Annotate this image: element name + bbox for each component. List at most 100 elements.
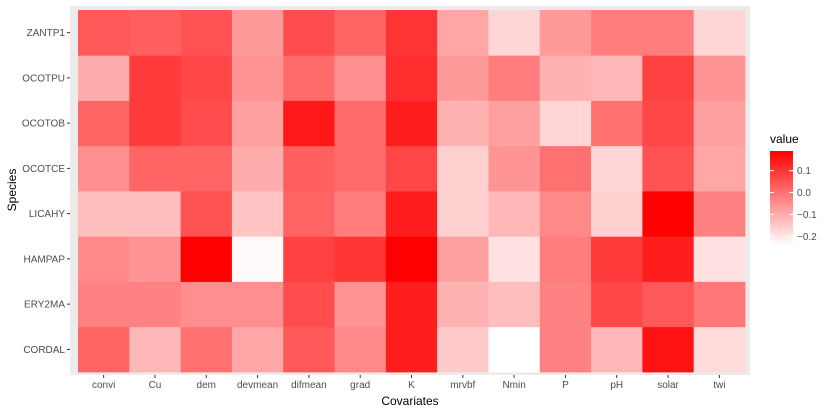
heatmap-cell-ery2ma-solar [642,281,695,328]
heatmap-cell-zantp1-k [385,10,438,56]
heatmap-cell-ocotce-cu [129,145,182,192]
heatmap-cell-cordal-dem [180,326,233,373]
heatmap-cell-ery2ma-difmean [283,281,335,328]
heatmap-cell-ocotob-mrvbf [437,100,489,147]
heatmap-cell-hampap-p [539,236,592,282]
heatmap-cell-ery2ma-cu [129,281,182,328]
heatmap-cell-hampap-grad [334,236,387,282]
heatmap-cell-cordal-mrvbf [437,326,489,373]
legend: value 0.1 0.0 −0.1 −0.2 [770,132,817,245]
heatmap-cell-ocotpu-convi [78,55,130,101]
x-axis-title: Covariates [381,394,438,408]
heatmap-cell-zantp1-mrvbf [437,10,489,56]
heatmap-cell-hampap-solar [642,236,695,282]
heatmap-cell-licahy-devmean [231,191,284,237]
heatmap-cell-cordal-twi [693,326,746,373]
heatmap-cell-hampap-cu [129,236,182,282]
x-tick-label-ph: pH [610,380,623,391]
heatmap-cell-ocotce-ph [591,145,643,192]
heatmap-cell-ocotpu-devmean [231,55,284,101]
y-tick-label-ocotpu: OCOTPU [22,73,65,84]
heatmap-cell-licahy-difmean [283,191,335,237]
heatmap-cell-cordal-ph [591,326,643,373]
heatmap-cell-licahy-convi [78,191,130,237]
legend-tick-label-3: −0.2 [797,232,817,243]
heatmap-cell-ocotob-solar [642,100,695,147]
heatmap-cell-licahy-cu [129,191,182,237]
heatmap-cell-ocotce-convi [78,145,130,192]
heatmap-cell-zantp1-nmin [488,10,541,56]
heatmap-cell-licahy-solar [642,191,695,237]
heatmap-cell-hampap-mrvbf [437,236,489,282]
heatmap-cell-zantp1-convi [78,10,130,56]
heatmap-cell-zantp1-difmean [283,10,335,56]
heatmap-cell-licahy-nmin [488,191,541,237]
x-tick-label-cu: Cu [149,380,162,391]
heatmap-cell-cordal-difmean [283,326,335,373]
heatmap-cell-ocotob-nmin [488,100,541,147]
heatmap-cell-hampap-ph [591,236,643,282]
y-tick-label-hampap: HAMPAP [24,254,66,265]
heatmap-cell-ery2ma-k [385,281,438,328]
heatmap-cell-ocotce-nmin [488,145,541,192]
heatmap-cell-ocotob-twi [693,100,746,147]
y-tick-label-ocotob: OCOTOB [22,119,65,130]
heatmap-cell-cordal-convi [78,326,130,373]
x-tick-label-grad: grad [350,380,370,391]
heatmap-cell-hampap-nmin [488,236,541,282]
heatmap-cell-ocotce-solar [642,145,695,192]
heatmap-cell-hampap-dem [180,236,233,282]
heatmap-cell-ocotce-dem [180,145,233,192]
heatmap-cell-ocotpu-grad [334,55,387,101]
x-tick-label-k: K [408,380,415,391]
heatmap-cell-ocotce-twi [693,145,746,192]
heatmap-cell-ocotce-grad [334,145,387,192]
heatmap-cell-hampap-twi [693,236,746,282]
heatmap-cell-ocotpu-difmean [283,55,335,101]
x-tick-label-convi: convi [92,380,115,391]
heatmap-cell-cordal-grad [334,326,387,373]
legend-ticks: 0.1 0.0 −0.1 −0.2 [770,166,817,243]
heatmap-cell-cordal-devmean [231,326,284,373]
x-tick-label-dem: dem [197,380,216,391]
heatmap-cells [78,10,746,373]
heatmap-cell-ery2ma-convi [78,281,130,328]
heatmap-cell-ocotob-devmean [231,100,284,147]
x-tick-label-mrvbf: mrvbf [450,380,475,391]
legend-colorbar [770,151,793,245]
heatmap-cell-cordal-cu [129,326,182,373]
heatmap-cell-ery2ma-twi [693,281,746,328]
y-axis-title: Species [5,169,19,212]
x-tick-label-p: P [562,380,569,391]
x-tick-label-twi: twi [713,380,725,391]
heatmap-cell-ocotpu-p [539,55,592,101]
heatmap-cell-licahy-dem [180,191,233,237]
heatmap-cell-ery2ma-devmean [231,281,284,328]
legend-tick-label-1: 0.0 [797,188,811,199]
heatmap-cell-ocotpu-nmin [488,55,541,101]
heatmap-cell-ocotob-k [385,100,438,147]
heatmap-cell-ocotpu-k [385,55,438,101]
heatmap-cell-licahy-ph [591,191,643,237]
heatmap-cell-ocotob-convi [78,100,130,147]
y-tick-label-cordal: CORDAL [23,345,65,356]
heatmap-cell-licahy-twi [693,191,746,237]
heatmap-cell-zantp1-cu [129,10,182,56]
heatmap-cell-zantp1-p [539,10,592,56]
heatmap-cell-ery2ma-dem [180,281,233,328]
heatmap-cell-ocotce-difmean [283,145,335,192]
y-tick-label-ery2ma: ERY2MA [24,300,65,311]
heatmap-cell-ocotob-dem [180,100,233,147]
heatmap-cell-hampap-devmean [231,236,284,282]
heatmap-cell-hampap-difmean [283,236,335,282]
heatmap-cell-ocotce-devmean [231,145,284,192]
heatmap-cell-cordal-solar [642,326,695,373]
y-axis-ticks: CORDAL ERY2MA HAMPAP LICAHY OCOTCE OCOTOB OCOT… [22,28,70,356]
heatmap-cell-licahy-mrvbf [437,191,489,237]
heatmap-cell-ocotpu-ph [591,55,643,101]
heatmap-cell-ocotob-grad [334,100,387,147]
heatmap-cell-ery2ma-nmin [488,281,541,328]
heatmap-cell-ocotpu-solar [642,55,695,101]
